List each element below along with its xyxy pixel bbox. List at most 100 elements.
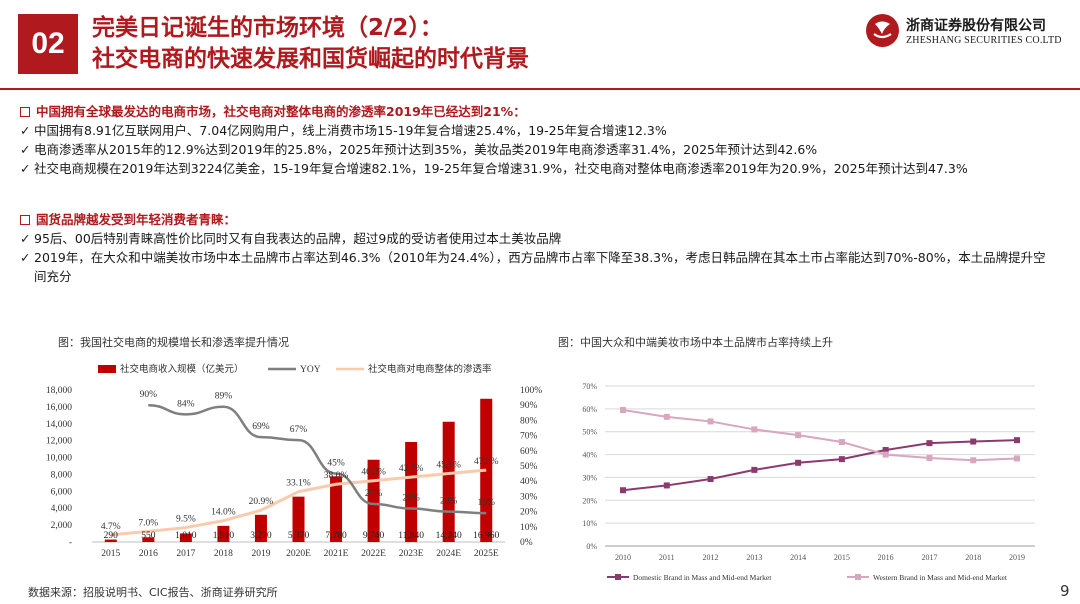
y-left-tick: 6,000 — [51, 487, 73, 497]
legend-label: Western Brand in Mass and Mid-end Market — [873, 573, 1008, 582]
yoy-label: 84% — [177, 399, 195, 409]
list-item: ✓ 中国拥有8.91亿互联网用户、7.04亿网购用户，线上消费市场15-19年复合… — [20, 123, 667, 138]
bar-value-label: 550 — [141, 531, 156, 541]
data-point — [663, 413, 670, 420]
legend-label: YOY — [300, 365, 321, 375]
y-left-tick: 10,000 — [46, 454, 72, 464]
page-number: 9 — [1060, 582, 1070, 600]
yoy-label: 45% — [327, 459, 345, 469]
bar — [292, 496, 305, 542]
bar-value-label: 3,220 — [250, 531, 272, 541]
data-point — [795, 432, 802, 439]
penetration-label: 47.3% — [474, 457, 499, 467]
y-tick: 40% — [582, 451, 597, 460]
penetration-line — [110, 468, 487, 537]
data-point — [620, 487, 626, 494]
yoy-label: 20% — [440, 497, 458, 507]
data-point — [663, 482, 670, 489]
bar-value-label: 11,840 — [398, 531, 424, 541]
bar — [330, 476, 343, 542]
data-point — [970, 438, 977, 445]
bar — [254, 514, 267, 542]
y-right-tick: 100% — [520, 386, 542, 396]
bar-value-label: 5,370 — [288, 531, 310, 541]
yoy-line — [148, 403, 487, 515]
x-tick: 2018 — [214, 549, 233, 559]
x-tick: 2011 — [659, 553, 675, 562]
bar-value-label: 9,740 — [363, 531, 385, 541]
bar — [142, 537, 155, 542]
y-right-tick: 20% — [520, 508, 538, 518]
penetration-label: 42.7% — [399, 464, 424, 474]
series-line — [622, 409, 1018, 462]
y-tick: 30% — [582, 473, 597, 482]
x-tick: 2015 — [101, 549, 120, 559]
x-tick: 2017 — [921, 553, 937, 562]
y-left-tick: 16,000 — [46, 403, 72, 413]
x-tick: 2020E — [286, 549, 311, 559]
y-left-tick: 18,000 — [46, 386, 72, 396]
brand-share-chart: 0% 10% 20% 30% 40% 50% 60% 70% 2010 2011 2012 2013 2… — [582, 382, 1035, 582]
yoy-label: 69% — [252, 422, 270, 432]
y-left-tick: 2,000 — [51, 521, 73, 531]
list-item: ✓ 2019年，在大众和中端美妆市场中本土品牌市占率达到46.3%（2010年为2… — [20, 250, 1046, 284]
x-tick: 2024E — [436, 549, 461, 559]
bar — [217, 525, 230, 542]
y-left-tick: - — [69, 538, 72, 548]
penetration-label: 4.7% — [101, 522, 121, 532]
square-bullet-icon — [20, 106, 30, 117]
data-point — [751, 426, 758, 433]
data-point — [926, 455, 933, 461]
x-tick: 2025E — [474, 549, 499, 559]
bar-value-label: 290 — [104, 531, 119, 541]
page-title: 完美日记诞生的市场环境（2/2）： 社交电商的快速发展和国货崛起的时代背景 — [92, 13, 529, 75]
bar-value-label: 1,010 — [175, 531, 197, 541]
x-tick: 2018 — [965, 553, 981, 562]
data-point — [620, 407, 626, 413]
company-logo: 浙商证券股份有限公司 ZHESHANG SECURITIES CO.LTD — [866, 14, 1066, 50]
yoy-label: 22% — [402, 494, 420, 504]
bar-value-label: 7,780 — [325, 531, 347, 541]
penetration-label: 33.1% — [286, 479, 311, 489]
y-right-tick: 70% — [520, 432, 538, 442]
y-right-tick: 0% — [520, 538, 533, 548]
x-tick: 2022E — [361, 549, 386, 559]
yoy-label: 89% — [215, 392, 233, 402]
series-line — [622, 439, 1018, 492]
x-tick: 2014 — [790, 553, 806, 562]
bar — [104, 539, 117, 542]
header-divider — [0, 88, 1080, 90]
section-number: 02 — [18, 14, 78, 74]
data-point — [882, 451, 889, 458]
check-icon: ✓ — [20, 250, 31, 265]
data-point — [1014, 455, 1020, 462]
y-right-tick: 40% — [520, 477, 538, 487]
y-left-tick: 12,000 — [46, 437, 72, 447]
data-source: 数据来源：招股说明书、CIC报告、浙商证券研究所 — [28, 586, 278, 599]
x-tick: 2016 — [878, 553, 894, 562]
x-tick: 2015 — [834, 553, 850, 562]
data-point — [838, 456, 845, 463]
bar-value-label: 1,910 — [213, 531, 235, 541]
x-tick: 2012 — [703, 553, 719, 562]
legend-label: Domestic Brand in Mass and Mid-end Marke… — [633, 573, 772, 582]
y-left-tick: 14,000 — [46, 420, 72, 430]
square-bullet-icon — [20, 214, 30, 225]
y-right-tick: 90% — [520, 401, 538, 411]
penetration-label: 40.3% — [361, 468, 386, 478]
bar — [405, 442, 418, 542]
domestic-brand-heading: 国货品牌越发受到年轻消费者青睐： — [20, 210, 1050, 229]
check-icon: ✓ — [20, 161, 31, 176]
ecommerce-heading: 中国拥有全球最发达的电商市场，社交电商对整体电商的渗透率2019年已经达到21%… — [20, 102, 1050, 121]
logo-name-cn: 浙商证券股份有限公司 — [906, 18, 1046, 34]
y-left-tick: 8,000 — [51, 470, 73, 480]
yoy-label: 19% — [478, 498, 496, 508]
penetration-label: 20.9% — [249, 497, 274, 507]
yoy-label: 67% — [290, 425, 308, 435]
data-point — [970, 457, 977, 464]
bar-value-label: 14,240 — [436, 531, 462, 541]
y-tick: 50% — [582, 428, 597, 437]
legend-label: 社交电商收入规模（亿美元） — [120, 363, 244, 375]
penetration-label: 7.0% — [138, 518, 158, 528]
x-tick: 2016 — [139, 549, 158, 559]
